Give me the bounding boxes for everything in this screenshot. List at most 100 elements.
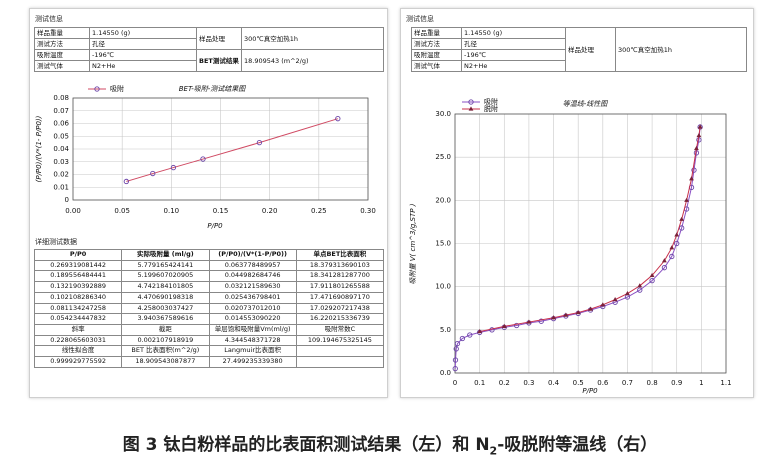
y-tick-label: 30.0: [435, 110, 451, 118]
x-tick-label: 0.8: [647, 379, 658, 387]
info-table: 样品重量 1.14550 (g) 样品处理 300℃真空加热1h 测试方法 孔径 吸附温…: [411, 27, 747, 72]
x-tick-label: 0.00: [65, 207, 81, 215]
y-tick-label: 0.0: [440, 369, 451, 377]
marker: [691, 167, 697, 173]
marker: [661, 265, 668, 271]
y-tick-label: 20.0: [435, 196, 451, 204]
heading: 详细测试数据: [35, 238, 77, 246]
caption: 图 3 钛白粉样品的比表面积测试结果（左）和 N2-吸脱附等温线（右）: [0, 430, 780, 457]
y-tick-label: 25.0: [435, 153, 451, 161]
caption-text: -吸脱附等温线（右）: [497, 435, 658, 455]
heading: 测试信息: [406, 15, 434, 23]
marker: [526, 319, 532, 324]
x-tick-label: 0.15: [213, 207, 229, 215]
cell: 测试气体: [34, 60, 90, 72]
marker: [513, 322, 520, 329]
legend-marker: [468, 106, 474, 111]
series-line: [479, 126, 701, 333]
legend-marker: [94, 86, 100, 92]
marker: [637, 287, 643, 293]
row: 0.999929775592 18.909543087877 27.49923533…: [33, 356, 385, 368]
marker: [551, 315, 556, 320]
marker: [600, 302, 606, 307]
x-tick-label: 0.1: [474, 379, 485, 387]
marker: [697, 124, 703, 129]
marker: [649, 272, 655, 278]
y-tick-label: 0.02: [53, 171, 69, 179]
detail-table: P/P0 实际吸附量 (ml/g) (P/P0)/(V*(1-P/P0)) 单点BET…: [33, 249, 385, 368]
marker: [501, 323, 507, 328]
heading: 测试信息: [35, 15, 63, 23]
x-tick-label: 0.6: [597, 379, 609, 387]
legend-label: 吸附: [110, 84, 124, 93]
marker: [625, 290, 630, 296]
marker: [538, 318, 544, 324]
y-tick-label: 0.03: [53, 158, 69, 166]
marker: [588, 306, 593, 311]
y-tick-label: 0.07: [53, 107, 69, 115]
caption-text: 图 3 钛白粉样品的比表面积测试结果（左）和 N: [122, 435, 490, 455]
x-tick-label: 0.30: [360, 207, 376, 215]
marker: [612, 297, 618, 302]
marker: [669, 245, 675, 250]
left-panel: 测试信息 样品重量 1.14550 (g) 样品处理 300℃真空加热1h 测试方法孔…: [29, 8, 388, 398]
y-tick-label: 0.04: [53, 145, 69, 153]
marker: [477, 328, 483, 334]
x-tick-label: 0.05: [114, 207, 130, 215]
row: 0.189556484441 5.199607020905 0.0449826847…: [33, 270, 385, 283]
caption-subscript: 2: [489, 444, 498, 458]
x-tick-label: 0.10: [164, 207, 180, 215]
marker: [637, 283, 643, 288]
row: 0.102108286340 4.470690198318 0.0254367984…: [33, 291, 385, 304]
y-tick-label: 10.0: [435, 283, 451, 291]
cell: N2+He: [89, 60, 197, 72]
x-tick-label: 1: [699, 379, 703, 387]
marker: [459, 335, 466, 342]
marker: [454, 340, 461, 347]
row: 0.269319081442 5.779165424141 0.0637784899…: [33, 259, 385, 272]
x-tick-label: 0: [453, 379, 457, 387]
x-tick-label: 0.9: [671, 379, 682, 387]
marker: [684, 197, 689, 202]
y-tick-label: 0.08: [53, 94, 69, 102]
y-tick-label: 5.0: [440, 326, 451, 334]
marker: [649, 277, 655, 284]
cell: N2+He: [461, 60, 566, 72]
x-axis-label: P/P0: [582, 387, 598, 395]
marker: [453, 346, 459, 352]
legend-label: 脱附: [484, 104, 498, 113]
right-panel: 测试信息 样品重量 1.14550 (g) 样品处理 300℃真空加热1h 测试方法孔…: [400, 8, 754, 398]
marker: [452, 366, 458, 372]
marker: [674, 232, 680, 237]
cell: 300℃真空加热1h: [615, 27, 747, 72]
marker: [170, 164, 177, 171]
series-line: [126, 118, 338, 182]
x-tick-label: 0.5: [573, 379, 584, 387]
row: 线性拟合度 BET 比表面积(m^2/g) Langmuir比表面积: [33, 345, 385, 358]
plot-frame: [72, 97, 369, 201]
marker: [256, 139, 263, 146]
legend-label: 吸附: [484, 97, 498, 106]
cell: BET测试结果: [196, 49, 242, 72]
y-axis-label: 吸附量 V( cm^3/g,STP ): [409, 203, 417, 284]
y-tick-label: 0.01: [53, 183, 69, 191]
legend-marker: [468, 99, 474, 105]
x-tick-label: 0.4: [548, 379, 560, 387]
y-tick-label: 15.0: [435, 240, 451, 248]
chart-title: 等温线-线性图: [563, 100, 609, 108]
cell: 样品处理: [565, 27, 616, 72]
y-tick-label: 0: [65, 196, 69, 204]
cell: 18.909543 (m^2/g): [241, 49, 384, 72]
row: 0.132190392889 4.742184101805 0.0321215896…: [33, 281, 385, 293]
chart-title: BET-吸附-测试结果图: [179, 85, 247, 93]
plot-frame: [454, 113, 727, 374]
marker: [123, 178, 129, 185]
x-tick-label: 0.7: [622, 379, 633, 387]
marker: [150, 170, 156, 177]
marker: [674, 240, 680, 247]
marker: [679, 216, 685, 221]
marker: [452, 357, 459, 363]
cell: [295, 356, 385, 368]
